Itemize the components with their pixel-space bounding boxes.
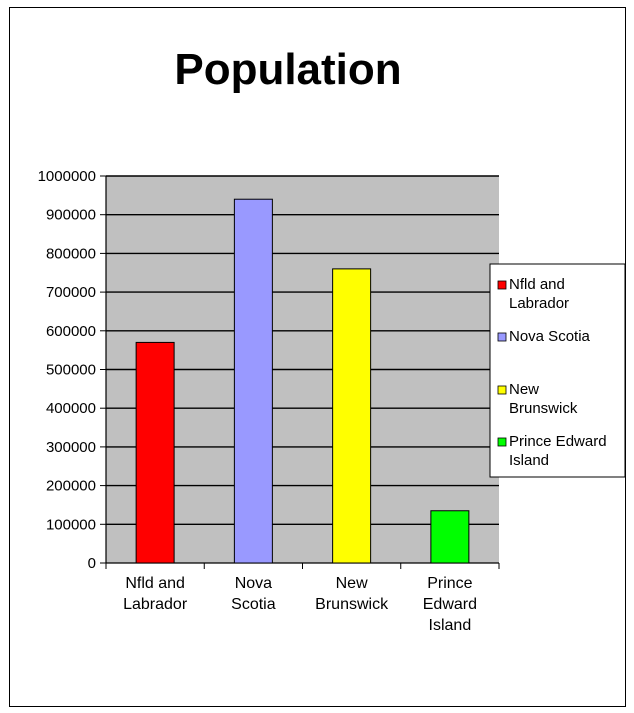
x-tick-label: Prince Edward Island <box>423 575 477 634</box>
x-tick-label: Nfld and Labrador <box>123 575 188 613</box>
y-tick-label: 900000 <box>46 207 96 224</box>
bar <box>332 268 372 564</box>
legend-box <box>489 263 625 478</box>
legend-label: Nfld and Labrador <box>509 276 569 312</box>
legend-label: Prince Edward Island <box>509 433 607 469</box>
y-tick-label: 0 <box>88 555 96 572</box>
bar <box>135 341 175 564</box>
y-tick-label: 1000000 <box>38 168 96 185</box>
y-tick-label: 800000 <box>46 245 96 262</box>
y-tick-label: 200000 <box>46 478 96 495</box>
x-tick-label: Nova Scotia <box>231 575 276 613</box>
plot-area: 0 100000 200000 300000 400000 500000 600000 700… <box>38 168 500 634</box>
y-tick-label: 600000 <box>46 323 96 340</box>
legend-swatch <box>497 385 507 395</box>
chart-frame: Population 0 100000 200000 300000 400000 5000… <box>9 7 626 707</box>
y-tick-label: 300000 <box>46 439 96 456</box>
legend-swatch <box>497 332 507 342</box>
legend-label: New Brunswick <box>509 381 578 417</box>
bar-chart: Population 0 100000 200000 300000 400000 5000… <box>38 45 625 634</box>
legend-swatch <box>497 437 507 447</box>
legend: Nfld and Labrador Nova Scotia New Brunswick P… <box>489 263 625 478</box>
legend-label: Nova Scotia <box>509 328 591 345</box>
y-tick-label: 100000 <box>46 516 96 533</box>
legend-swatch <box>497 280 507 290</box>
chart-title: Population <box>174 45 401 94</box>
y-tick-label: 500000 <box>46 362 96 379</box>
bar <box>233 198 273 564</box>
y-tick-label: 400000 <box>46 400 96 417</box>
y-tick-label: 700000 <box>46 284 96 301</box>
bar <box>430 510 470 564</box>
x-tick-label: New Brunswick <box>315 575 389 613</box>
